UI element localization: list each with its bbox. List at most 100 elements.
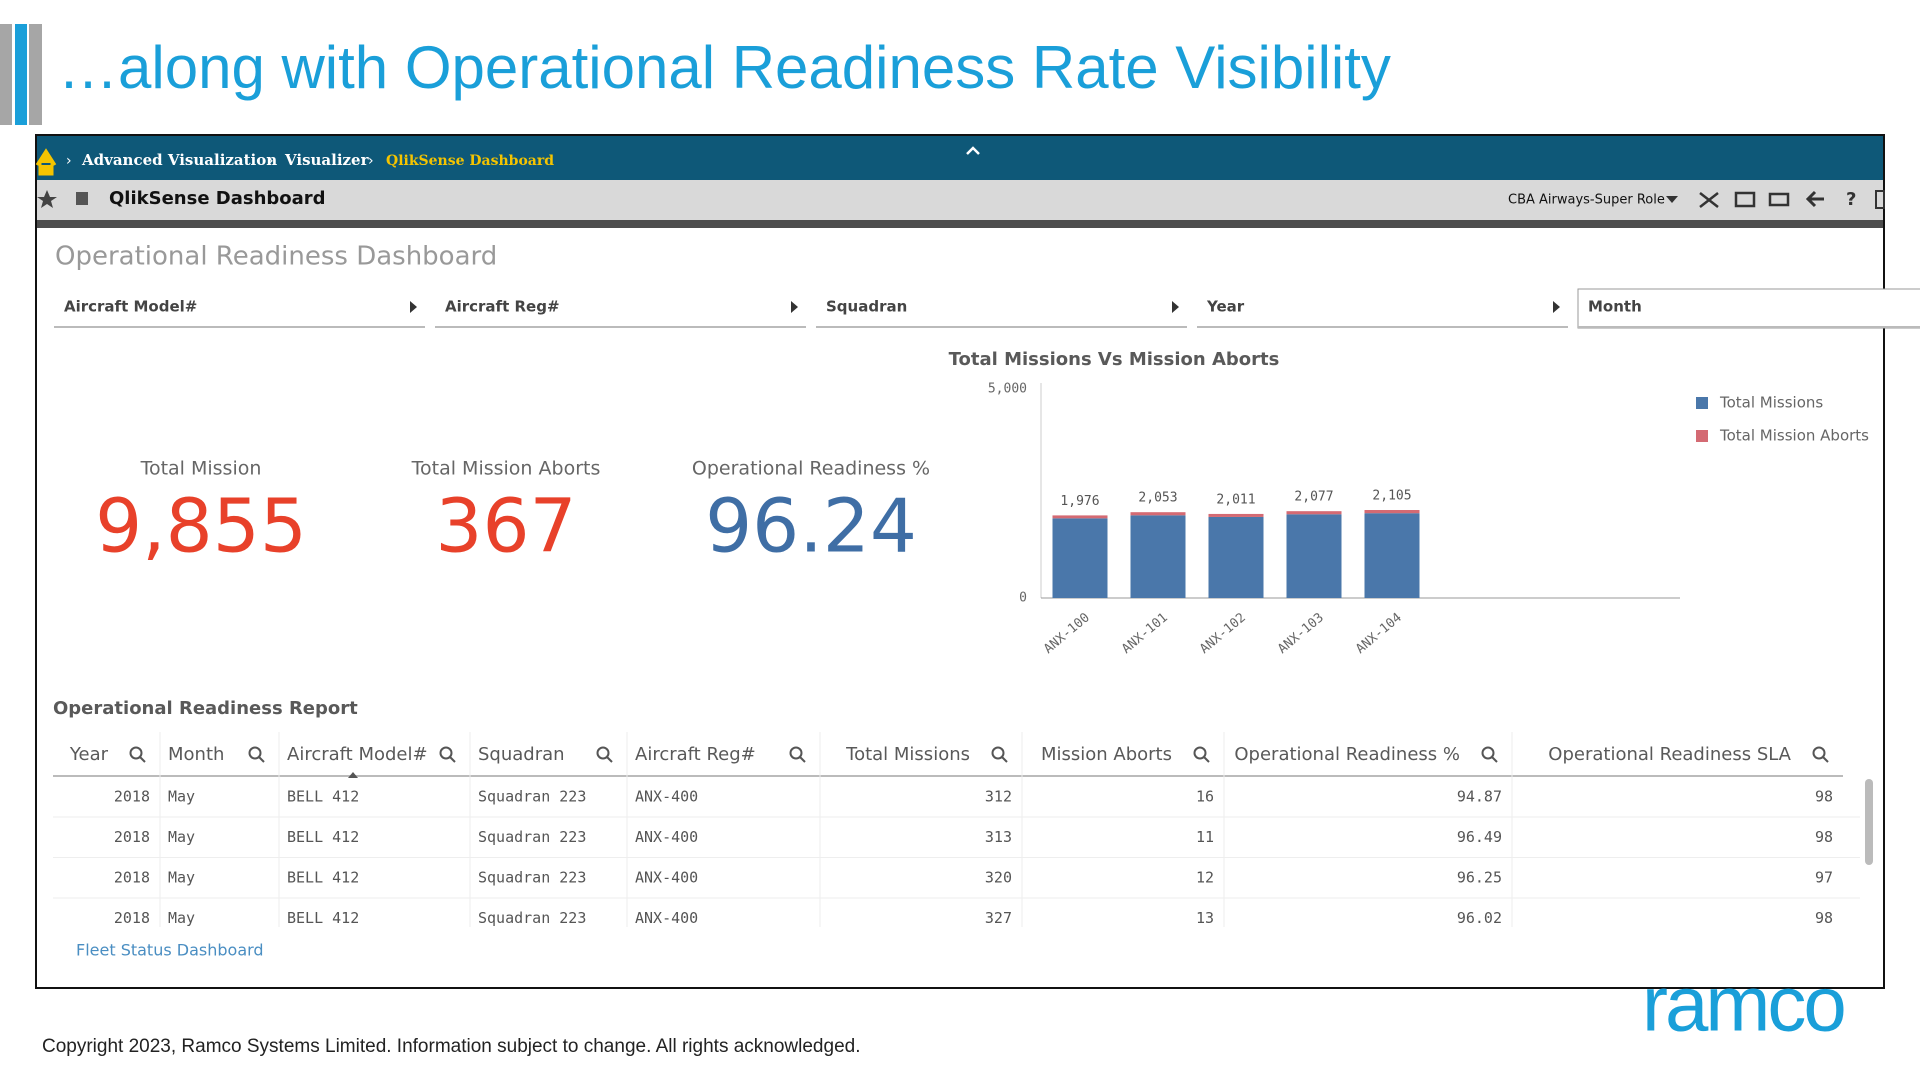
dropdown-icon[interactable] <box>1666 196 1678 203</box>
filter-label: Aircraft Reg# <box>445 298 560 316</box>
search-icon[interactable] <box>129 746 143 760</box>
column-header[interactable]: Aircraft Reg# <box>635 744 756 765</box>
column-header[interactable]: Operational Readiness % <box>1234 744 1460 765</box>
cell: Squadran 223 <box>478 828 586 846</box>
shuffle-icon[interactable] <box>1699 192 1719 208</box>
cell: 13 <box>1196 909 1214 927</box>
bar <box>1364 513 1420 598</box>
cell: 96.49 <box>1457 828 1502 846</box>
cell: 16 <box>1196 788 1214 806</box>
search-icon-handle <box>1001 756 1008 763</box>
help-icon[interactable]: ? <box>1846 189 1856 210</box>
bar-total-label: 2,011 <box>1216 492 1255 507</box>
search-icon[interactable] <box>789 746 803 760</box>
cell: BELL 412 <box>287 909 359 927</box>
kpi-value: 367 <box>435 484 576 570</box>
column-header[interactable]: Aircraft Model# <box>287 744 428 765</box>
accent-bar <box>0 24 12 125</box>
cell: 2018 <box>114 909 150 927</box>
cell: 2018 <box>114 828 150 846</box>
breadcrumb-link[interactable]: Visualizer <box>284 151 370 169</box>
close-icon[interactable] <box>1875 190 1885 209</box>
cell: May <box>168 909 195 927</box>
filter-arrow <box>1172 301 1179 313</box>
search-icon-handle <box>258 756 265 763</box>
filter-label: Squadran <box>826 298 907 316</box>
table-body: 2018 May BELL 412 Squadran 223 ANX-400 312 16 9… <box>53 788 1860 927</box>
sort-indicator <box>348 772 358 778</box>
filter-box[interactable] <box>435 289 806 328</box>
search-icon-handle <box>139 756 146 763</box>
collapse-icon[interactable] <box>966 146 980 155</box>
column-header[interactable]: Year <box>69 744 109 765</box>
cell: ANX-400 <box>635 909 698 927</box>
copyright: Copyright 2023, Ramco Systems Limited. I… <box>42 1036 860 1057</box>
search-icon-handle <box>606 756 613 763</box>
filters: Aircraft Model# Aircraft Reg# Squadran Year… <box>54 288 1920 329</box>
chart: Total Missions Vs Mission Aborts 0 5,000 1… <box>949 349 1870 657</box>
refresh-icon[interactable] <box>1768 192 1790 207</box>
filter-box[interactable] <box>54 289 425 328</box>
role-selector[interactable]: CBA Airways-Super Role <box>1508 193 1665 208</box>
cell: Squadran 223 <box>478 909 586 927</box>
cell: 2018 <box>114 869 150 887</box>
search-icon-handle <box>1822 756 1829 763</box>
table-title: Operational Readiness Report <box>53 698 358 719</box>
search-icon-handle <box>1203 756 1210 763</box>
kpi-value: 96.24 <box>705 484 917 570</box>
legend-swatch <box>1696 430 1708 442</box>
print-icon[interactable] <box>1734 191 1756 208</box>
dashboard-title: Operational Readiness Dashboard <box>55 242 497 272</box>
breadcrumb-link[interactable]: Advanced Visualization <box>81 151 277 169</box>
search-icon-handle <box>799 756 806 763</box>
cell: ANX-400 <box>635 788 698 806</box>
separator: › <box>268 153 274 169</box>
cell: BELL 412 <box>287 788 359 806</box>
filter-arrow <box>410 301 417 313</box>
cell: Squadran 223 <box>478 788 586 806</box>
cell: BELL 412 <box>287 828 359 846</box>
page-title: QlikSense Dashboard <box>109 188 326 209</box>
search-icon[interactable] <box>439 746 453 760</box>
cell: May <box>168 828 195 846</box>
column-header[interactable]: Operational Readiness SLA <box>1548 744 1791 765</box>
search-icon[interactable] <box>248 746 262 760</box>
search-icon[interactable] <box>596 746 610 760</box>
search-icon[interactable] <box>1481 746 1495 760</box>
legend-label: Total Missions <box>1719 394 1823 412</box>
bar <box>1286 511 1342 515</box>
bar <box>1208 516 1264 598</box>
filter-box[interactable] <box>816 289 1187 328</box>
cell: BELL 412 <box>287 869 359 887</box>
back-icon[interactable] <box>1805 190 1824 208</box>
filter-box[interactable] <box>1197 289 1568 328</box>
search-icon[interactable] <box>1193 746 1207 760</box>
column-header[interactable]: Month <box>168 744 224 765</box>
link[interactable]: Fleet Status Dashboard <box>76 941 264 960</box>
kpi-value: 9,855 <box>95 484 307 570</box>
filter-label: Aircraft Model# <box>64 298 197 316</box>
search-icon[interactable] <box>1812 746 1826 760</box>
column-header[interactable]: Mission Aborts <box>1041 744 1172 765</box>
toolbar-strip <box>37 220 1883 228</box>
cell: 94.87 <box>1457 788 1502 806</box>
bar <box>1052 518 1108 598</box>
y-tick-label: 0 <box>1019 591 1027 606</box>
cell: 11 <box>1196 828 1214 846</box>
cell: 97 <box>1815 869 1833 887</box>
home-icon[interactable] <box>35 148 57 176</box>
menu-icon[interactable] <box>76 192 88 205</box>
column-header[interactable]: Total Missions <box>845 744 970 765</box>
app-frame <box>35 134 1885 989</box>
favorite-icon[interactable] <box>37 190 57 208</box>
cell: 312 <box>985 788 1012 806</box>
cell: Squadran 223 <box>478 869 586 887</box>
cell: May <box>168 788 195 806</box>
scrollbar[interactable] <box>1865 779 1873 865</box>
bar-total-label: 2,053 <box>1138 491 1177 506</box>
bar <box>1130 515 1186 598</box>
filter-arrow <box>1553 301 1560 313</box>
search-icon[interactable] <box>991 746 1005 760</box>
column-header[interactable]: Squadran <box>478 744 565 765</box>
